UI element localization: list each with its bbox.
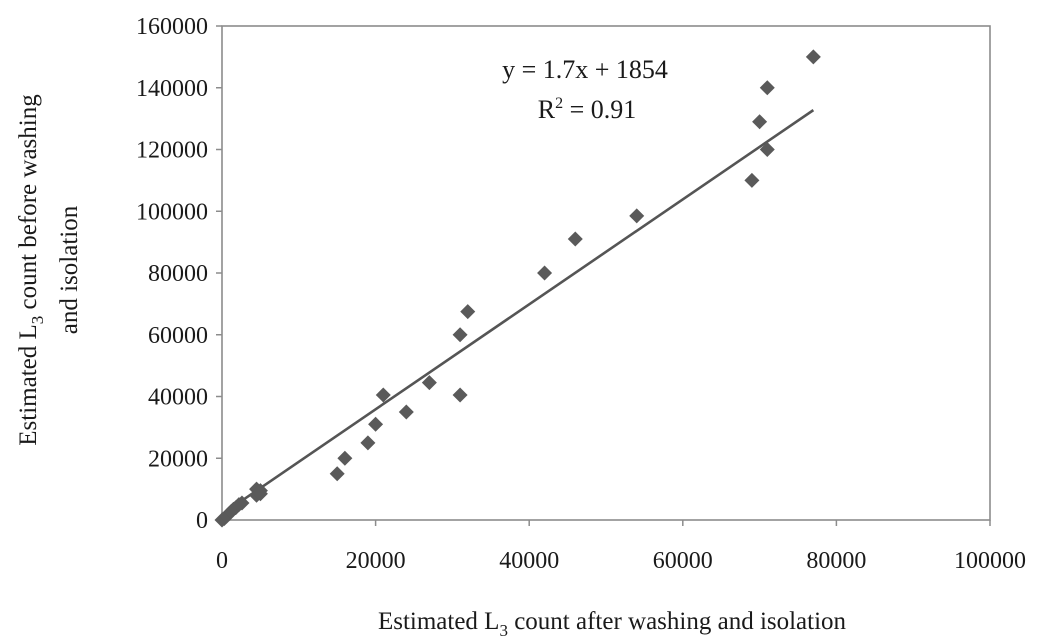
data-point-diamond (375, 387, 391, 403)
y-axis-label-line2: and isolation (56, 205, 83, 334)
data-point-diamond (452, 327, 468, 343)
y-tick-label: 60000 (148, 323, 208, 349)
data-point-diamond (234, 495, 250, 511)
r-squared-symbol: R (538, 95, 556, 124)
data-point-diamond (421, 375, 437, 391)
x-axis-label-subscript: 3 (499, 621, 508, 639)
y-tick-label: 80000 (148, 261, 208, 287)
data-point-diamond (329, 466, 345, 482)
data-point-diamond (759, 80, 775, 96)
r-squared-value: = 0.91 (563, 95, 636, 124)
x-tick-label: 60000 (653, 548, 713, 574)
data-point-diamond (252, 483, 268, 499)
x-tick-label: 80000 (806, 548, 866, 574)
data-point-diamond (805, 49, 821, 65)
y-axis-label-line1: Estimated L3 count before washing (15, 94, 47, 446)
trendline (221, 109, 815, 516)
data-point-diamond (537, 265, 553, 281)
y-axis-label-subscript: 3 (28, 316, 47, 325)
data-point-diamond (567, 231, 583, 247)
x-tick-label: 0 (216, 548, 228, 574)
x-tick-label: 40000 (499, 548, 559, 574)
data-points (214, 49, 821, 528)
x-tick-label: 100000 (954, 548, 1026, 574)
y-tick-label: 160000 (136, 14, 208, 40)
y-axis-label-rest: count before washing (15, 94, 42, 316)
y-axis-label-text: Estimated L (15, 324, 42, 446)
r-squared-superscript: 2 (555, 95, 563, 112)
data-point-diamond (452, 387, 468, 403)
y-tick-label: 40000 (148, 385, 208, 411)
x-axis-label-text: Estimated L (378, 608, 500, 635)
x-tick-label: 20000 (346, 548, 406, 574)
x-axis-label: Estimated L3 count after washing and iso… (378, 608, 847, 639)
data-point-diamond (744, 172, 760, 188)
r-squared-label: R2 = 0.91 (538, 95, 637, 124)
data-point-diamond (398, 404, 414, 420)
trendline-equation: y = 1.7x + 1854 (502, 55, 668, 84)
data-point-diamond (752, 114, 768, 130)
data-point-diamond (759, 142, 775, 157)
y-tick-label: 100000 (136, 199, 208, 225)
y-tick-label: 0 (196, 508, 208, 534)
y-tick-label: 140000 (136, 76, 208, 102)
y-tick-label: 20000 (148, 446, 208, 472)
data-point-diamond (460, 304, 476, 320)
data-point-diamond (629, 208, 645, 224)
x-axis-label-rest: count after washing and isolation (508, 608, 847, 635)
data-point-diamond (337, 450, 353, 466)
y-tick-label: 120000 (136, 138, 208, 164)
data-point-diamond (368, 416, 384, 432)
tick-layer: 0 20000 40000 60000 80000 100000 0 20000 40000 60… (136, 14, 1026, 574)
data-point-diamond (360, 435, 376, 451)
